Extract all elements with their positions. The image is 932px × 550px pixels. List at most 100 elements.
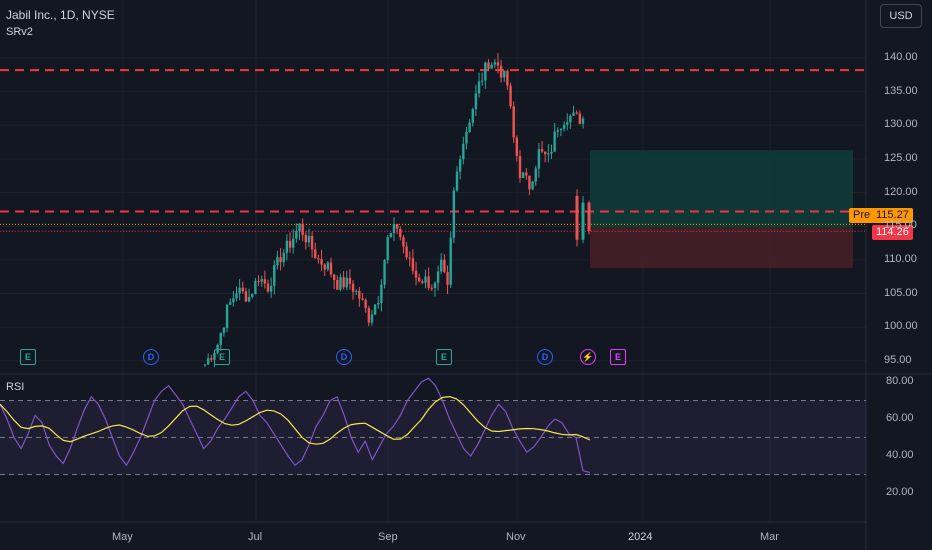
candle bbox=[380, 284, 383, 303]
candle bbox=[317, 258, 320, 260]
candle bbox=[377, 302, 380, 305]
candle bbox=[462, 143, 465, 160]
candle bbox=[405, 246, 408, 258]
time-tick-label: May bbox=[112, 531, 133, 543]
candle bbox=[310, 235, 314, 250]
price-tick-label: 115.00 bbox=[884, 219, 917, 232]
candle bbox=[402, 237, 405, 247]
time-tick-label: Nov bbox=[506, 531, 526, 543]
long-stop-zone bbox=[590, 227, 853, 268]
candle bbox=[547, 153, 550, 155]
candle bbox=[247, 296, 251, 302]
candle bbox=[219, 332, 222, 345]
candle bbox=[323, 264, 326, 270]
candle bbox=[537, 149, 541, 169]
candle bbox=[575, 112, 578, 114]
split-icon[interactable]: ⚡ bbox=[580, 349, 596, 365]
earnings-icon[interactable]: E bbox=[214, 349, 230, 365]
candle bbox=[355, 290, 358, 292]
dividend-icon[interactable]: D bbox=[336, 349, 352, 365]
candle bbox=[512, 106, 515, 138]
candle bbox=[367, 308, 370, 323]
candle bbox=[276, 257, 279, 266]
rsi-tick-label: 20.00 bbox=[886, 486, 914, 498]
earnings-icon[interactable]: E bbox=[436, 349, 452, 365]
candle bbox=[525, 172, 528, 176]
candle bbox=[481, 80, 484, 82]
candle bbox=[241, 287, 244, 292]
candle bbox=[238, 287, 241, 294]
candle bbox=[254, 280, 257, 295]
candle bbox=[471, 108, 474, 123]
candle bbox=[295, 231, 298, 239]
currency-button[interactable]: USD bbox=[880, 4, 922, 28]
time-tick-label: Mar bbox=[760, 531, 779, 543]
candle bbox=[418, 277, 421, 282]
dividend-icon[interactable]: D bbox=[537, 349, 553, 365]
indicator-label[interactable]: SRv2 bbox=[6, 26, 33, 38]
rsi-tick-label: 40.00 bbox=[886, 449, 914, 461]
candle bbox=[389, 233, 393, 238]
candle bbox=[386, 237, 389, 261]
earnings-icon[interactable]: E bbox=[20, 349, 36, 365]
candle bbox=[515, 137, 519, 157]
price-tick-label: 110.00 bbox=[884, 252, 917, 265]
candle bbox=[210, 358, 213, 360]
candle bbox=[392, 223, 396, 234]
candle bbox=[266, 283, 270, 292]
candle bbox=[484, 62, 487, 81]
dividend-icon[interactable]: D bbox=[143, 349, 159, 365]
candle bbox=[430, 287, 433, 289]
candle bbox=[383, 260, 386, 285]
candle bbox=[304, 235, 307, 243]
candle bbox=[342, 277, 345, 288]
candle bbox=[581, 202, 585, 240]
candle bbox=[477, 81, 481, 94]
candle bbox=[307, 235, 311, 243]
candle bbox=[443, 259, 446, 273]
candle bbox=[351, 283, 355, 292]
candle bbox=[326, 262, 330, 270]
price-tick-label: 130.00 bbox=[884, 118, 918, 131]
candle bbox=[411, 258, 415, 271]
candle bbox=[282, 252, 285, 263]
candle bbox=[446, 272, 449, 285]
candle bbox=[320, 259, 323, 265]
candle bbox=[587, 202, 591, 231]
premarket-price-tag: 115.27 bbox=[872, 208, 913, 223]
last-price-tag: 114.26 bbox=[872, 225, 913, 240]
price-tick-label: 120.00 bbox=[884, 185, 918, 198]
candle bbox=[468, 122, 471, 132]
candle bbox=[244, 291, 248, 302]
candle bbox=[314, 249, 317, 259]
candle bbox=[329, 262, 333, 275]
candle bbox=[298, 223, 301, 232]
candle bbox=[506, 70, 509, 86]
candle bbox=[399, 228, 402, 238]
upcoming-earnings-icon[interactable]: E bbox=[610, 349, 626, 365]
candle bbox=[269, 285, 273, 292]
candle bbox=[203, 364, 207, 366]
candle bbox=[449, 237, 452, 285]
candle bbox=[518, 156, 522, 178]
candle bbox=[553, 131, 556, 152]
candle bbox=[562, 124, 566, 129]
candle bbox=[575, 195, 579, 240]
candle bbox=[395, 223, 399, 229]
candle bbox=[534, 168, 537, 182]
candle bbox=[263, 279, 267, 284]
price-tick-label: 125.00 bbox=[884, 151, 918, 164]
rsi-label[interactable]: RSI bbox=[6, 381, 25, 393]
candle bbox=[279, 257, 282, 263]
candle bbox=[499, 65, 503, 78]
symbol-title[interactable]: Jabil Inc., 1D, NYSE bbox=[6, 8, 115, 22]
candle bbox=[373, 304, 377, 315]
candle bbox=[572, 112, 575, 116]
candle bbox=[452, 190, 456, 238]
candle bbox=[358, 290, 361, 299]
candle bbox=[455, 171, 459, 191]
candle bbox=[232, 298, 235, 303]
candle bbox=[421, 281, 424, 283]
candle bbox=[550, 151, 553, 154]
